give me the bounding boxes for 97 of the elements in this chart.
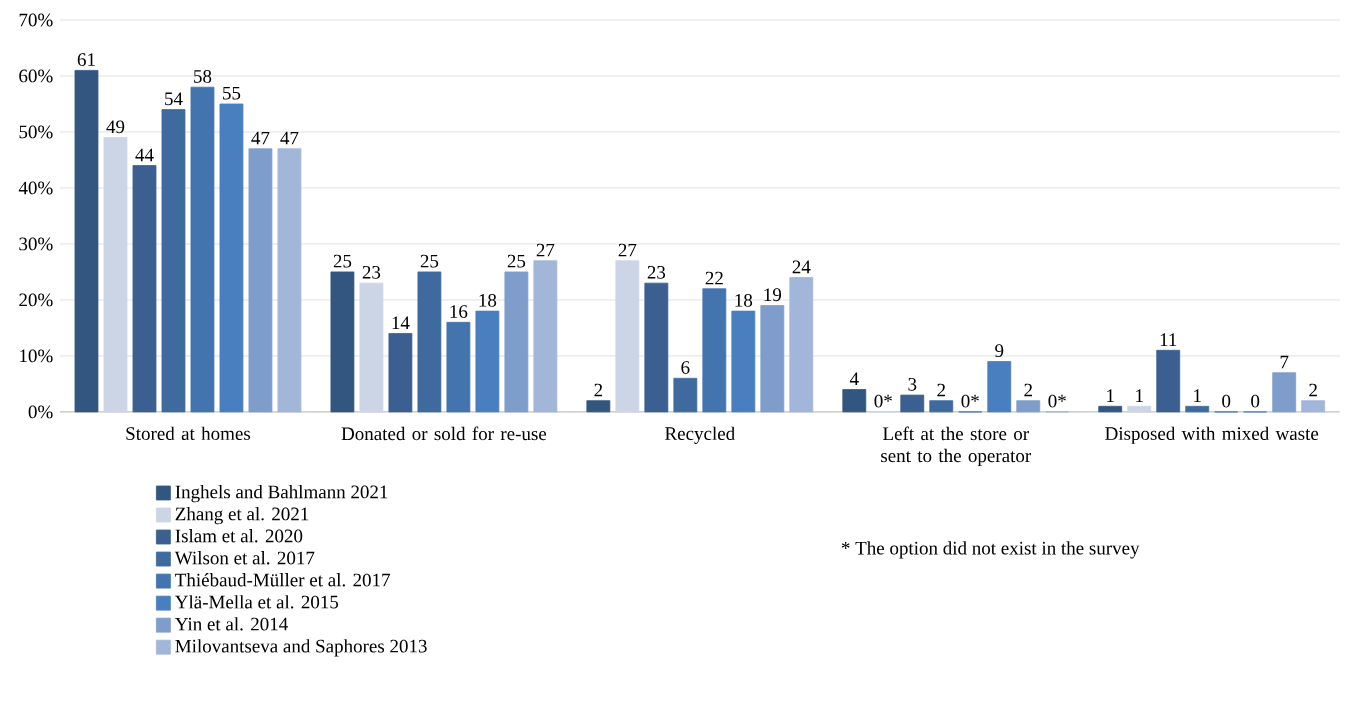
data-label: 55 [223,87,241,100]
data-label: 23 [362,266,381,279]
data-label: 1 [1194,389,1201,402]
x-tick-label: Disposed with mixed waste [1105,426,1319,444]
data-label: 47 [251,131,270,145]
data-label: 7 [1280,355,1289,369]
legend-label: Yin et al. 2014 [175,617,288,631]
bar [1098,406,1123,413]
legend-label: Islam et al. 2020 [175,529,303,543]
bar [1185,406,1210,413]
data-label: 47 [280,131,299,145]
data-label: 1 [1136,389,1143,402]
data-label: 2 [1024,383,1032,397]
y-tick-label: 50% [19,125,53,139]
data-label: 23 [647,266,666,279]
data-label: 54 [165,92,183,106]
data-label: 18 [479,294,497,307]
bar [731,310,756,413]
y-tick-label: 60% [19,69,53,83]
data-label: 3 [908,378,917,391]
y-tick-label: 10% [20,349,53,363]
bar [1127,406,1152,413]
y-tick-label: 70% [19,13,53,27]
data-label: 25 [420,254,439,268]
data-label: 2 [1309,383,1317,397]
data-label: 0* [874,394,892,408]
bar [359,282,384,413]
bar [277,148,302,413]
bar [504,271,529,413]
data-label: 49 [106,120,125,134]
data-label: 6 [681,361,690,374]
data-label: 25 [507,254,526,268]
bar [789,277,814,413]
bar [929,400,954,413]
data-label: 44 [135,148,154,162]
x-tick-label: Donated or sold for re-use [341,426,547,441]
bar [900,394,925,413]
bar [417,271,442,413]
bar [987,361,1012,413]
data-label: 0* [961,394,979,408]
bar [1301,400,1326,413]
data-label: 19 [764,288,782,302]
legend-label: Ylä-Mella et al. 2015 [175,595,339,609]
bar [1016,400,1041,413]
text: * The option did not exist in the survey [841,541,1140,559]
x-tick-label: Recycled [665,426,735,445]
y-tick-label: 30% [19,237,53,251]
data-label: 14 [392,316,410,330]
data-label: 0 [1251,394,1260,408]
x-tick-label: Left at the store or sent to the operator [881,426,1032,467]
bar [219,103,244,413]
bar [842,389,867,413]
bar [760,305,785,413]
legend-label: Milovantseva and Saphores 2013 [175,639,427,657]
bar [446,322,471,413]
data-label: 22 [705,271,723,285]
data-label: 11 [1160,333,1177,347]
bar [586,400,611,413]
y-tick-label: 40% [18,181,53,195]
data-label: 58 [194,70,212,83]
legend-label: Zhang et al. 2021 [175,507,309,525]
legend-label: Inghels and Bahlmann 2021 [175,485,388,503]
data-label: 2 [937,383,945,397]
bar [103,137,128,413]
bar [74,70,99,413]
bar [702,288,727,413]
bar [615,260,640,413]
data-label: 27 [618,243,637,257]
data-label: 61 [77,53,95,67]
bar [190,86,215,413]
data-label: 1 [1107,389,1114,402]
data-label: 27 [536,243,555,257]
data-label: 0 [1222,394,1231,408]
legend-label: Wilson et al. 2017 [174,551,315,565]
bar [644,282,669,413]
data-label: 18 [735,294,753,307]
legend-label: Thiébaud-Müller et al. 2017 [175,573,391,587]
bar [673,378,698,413]
bar [388,333,413,413]
bar [248,148,273,413]
bar [132,165,157,413]
bar [533,260,558,413]
data-label: 25 [333,254,352,268]
data-label: 4 [849,372,859,386]
data-label: 16 [450,305,468,319]
bar [330,271,355,413]
y-tick-label: 0% [28,405,53,419]
bar [1156,350,1181,413]
bar [1272,372,1297,413]
data-label: 24 [792,260,811,274]
data-label: 2 [594,383,603,397]
data-label: 0* [1048,394,1066,408]
data-label: 9 [995,344,1004,358]
bar [475,310,500,413]
x-tick-label: Stored at homes [126,426,251,441]
y-tick-label: 20% [19,293,53,307]
bar [161,109,186,413]
